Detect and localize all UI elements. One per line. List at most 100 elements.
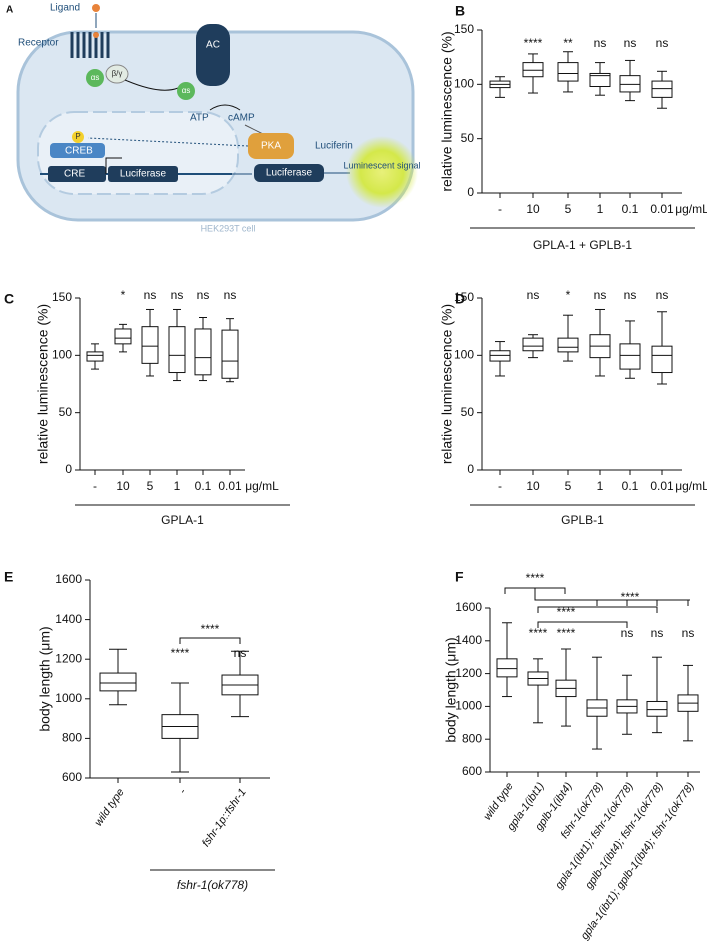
arrow [87, 137, 249, 147]
significance: ns [234, 646, 247, 660]
label: β/γ [112, 69, 123, 78]
box [646, 700, 668, 717]
box [522, 337, 544, 352]
label: Luciferin [315, 141, 353, 152]
x-tick-label: 5 [565, 202, 572, 216]
y-axis-label: relative luminescence (%) [439, 304, 455, 464]
label: PKA [261, 141, 281, 152]
x-tick-label: 1 [597, 202, 604, 216]
phospho [72, 131, 84, 143]
bracket-label: **** [621, 590, 640, 604]
box [489, 350, 511, 362]
pka-icon [248, 133, 294, 159]
label: Receptor [18, 38, 59, 49]
y-tick-label: 800 [462, 731, 482, 745]
y-tick-label: 0 [65, 462, 72, 476]
box [86, 351, 104, 362]
x-tick-label: - [498, 479, 502, 493]
label: P [75, 132, 80, 141]
x-tick-label: - [93, 479, 97, 493]
panel-letter: C [4, 291, 14, 307]
panel-letter: F [455, 569, 464, 585]
diagram: A Ligand Receptor αs β/γ AC αs ATP cAMP … [6, 3, 421, 234]
box [496, 658, 518, 678]
x-tick-label: 0.1 [195, 479, 212, 493]
x-tick-label: 10 [526, 479, 540, 493]
box [194, 328, 212, 376]
y-tick-label: 1400 [55, 612, 82, 626]
significance: ns [594, 36, 607, 50]
panel-letter: D [455, 291, 465, 307]
g-betagamma [105, 64, 129, 84]
label: Luciferase [120, 169, 167, 180]
x-tick-label: 0.1 [622, 479, 639, 493]
bracket [537, 606, 658, 613]
box [141, 326, 159, 364]
y-tick-label: 1600 [55, 572, 82, 586]
y-axis-label: relative luminescence (%) [439, 31, 455, 191]
x-tick-label: - [177, 786, 189, 796]
significance: ** [563, 36, 573, 50]
significance: ns [656, 288, 669, 302]
g-alpha [86, 69, 104, 87]
significance: ns [624, 288, 637, 302]
significance: ns [651, 626, 664, 640]
y-tick-label: 1600 [455, 600, 482, 614]
y-axis-label: relative luminescence (%) [35, 304, 51, 464]
box [221, 329, 239, 379]
x-unit: μg/mL [675, 479, 707, 493]
x-tick-label: 1 [174, 479, 181, 493]
y-tick-label: 1400 [455, 633, 482, 647]
box [557, 62, 579, 82]
receptor-icon [70, 32, 110, 58]
significance: ns [527, 288, 540, 302]
y-axis-label: body length (μm) [443, 637, 459, 742]
ac-icon [196, 24, 230, 86]
panel-letter: B [455, 3, 465, 19]
y-tick-label: 150 [454, 290, 474, 304]
signal-glow [346, 136, 418, 208]
y-tick-label: 150 [454, 22, 474, 36]
label: CREB [65, 146, 93, 157]
x-tick-label: wild type [481, 781, 515, 823]
bracket [537, 621, 628, 628]
panel-letter: E [4, 569, 13, 585]
x-tick-label: 0.01 [218, 479, 242, 493]
x-tick-label: gpla-1(ibt1); gplb-1(ibt4); fshr-1(ok778… [579, 780, 697, 942]
group-label: GPLA-1 [161, 513, 204, 527]
cre-icon [48, 166, 106, 182]
y-tick-label: 50 [461, 131, 475, 145]
label: AC [206, 40, 220, 51]
label: Luciferase [266, 168, 313, 179]
label: ATP [190, 113, 209, 124]
x-tick-label: 0.01 [650, 479, 674, 493]
label: Luminescent signal [343, 160, 420, 170]
box [168, 326, 186, 374]
x-tick-label: 5 [565, 479, 572, 493]
arrow [105, 157, 122, 174]
significance: ns [621, 626, 634, 640]
bracket-label: **** [557, 605, 576, 619]
x-tick-label: 10 [526, 202, 540, 216]
significance: **** [171, 646, 190, 660]
box [522, 62, 544, 78]
y-axis-label: body length (μm) [37, 626, 53, 731]
significance: ns [624, 36, 637, 50]
protein-icon [254, 164, 324, 182]
label: αs [91, 73, 100, 82]
y-tick-label: 150 [52, 290, 72, 304]
y-tick-label: 600 [62, 770, 82, 784]
panel-letter: A [6, 5, 13, 16]
significance: ns [171, 288, 184, 302]
bracket-label: **** [526, 571, 545, 585]
box [99, 672, 137, 692]
box [589, 72, 611, 88]
significance: **** [557, 626, 576, 640]
bracket [534, 588, 690, 606]
label: CRE [64, 169, 85, 180]
y-tick-label: 50 [59, 405, 73, 419]
x-tick-label: - [498, 202, 502, 216]
box [651, 80, 673, 98]
x-tick-label: 0.1 [622, 202, 639, 216]
